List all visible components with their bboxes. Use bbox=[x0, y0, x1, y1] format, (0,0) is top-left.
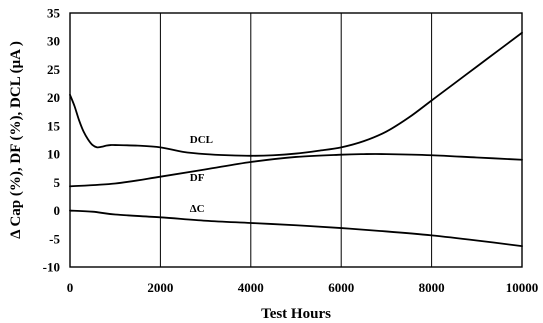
series-label: DCL bbox=[190, 134, 213, 146]
series-line-delta-c bbox=[69, 209, 523, 248]
x-tick-label: 8000 bbox=[419, 280, 445, 295]
series-line-df bbox=[69, 153, 523, 188]
series-layer bbox=[69, 31, 523, 248]
y-tick-label: -5 bbox=[49, 231, 60, 246]
x-tick-label: 6000 bbox=[328, 280, 354, 295]
x-tick-label: 4000 bbox=[238, 280, 264, 295]
y-tick-label: 10 bbox=[47, 147, 60, 162]
x-tick-label: 10000 bbox=[506, 280, 539, 295]
tick-label-layer: 0 2000 4000 6000 8000 10000 -10 -5 0 5 10 15 20 25 30 3… bbox=[43, 6, 539, 296]
y-tick-label: 0 bbox=[54, 203, 61, 218]
series-label: ΔC bbox=[190, 203, 205, 215]
x-tick-label: 2000 bbox=[147, 280, 173, 295]
series-label: DF bbox=[190, 172, 205, 184]
series-line-dcl bbox=[69, 31, 523, 157]
plot-frame bbox=[69, 12, 523, 268]
y-tick-label: 15 bbox=[47, 118, 61, 133]
y-tick-label: 35 bbox=[47, 6, 61, 21]
y-tick-label: 25 bbox=[47, 62, 61, 77]
y-tick-label: 5 bbox=[54, 175, 61, 190]
y-tick-label: 30 bbox=[47, 34, 60, 49]
y-tick-label: -10 bbox=[43, 260, 60, 275]
x-axis-title: Test Hours bbox=[261, 306, 331, 322]
y-tick-label: 20 bbox=[47, 90, 60, 105]
series-label-layer: DCL DF ΔC bbox=[190, 134, 213, 215]
x-tick-label: 0 bbox=[67, 280, 74, 295]
grid-layer bbox=[159, 13, 433, 267]
y-axis-title: Δ Cap (%), DF (%), DCL (μA ) bbox=[8, 41, 24, 239]
